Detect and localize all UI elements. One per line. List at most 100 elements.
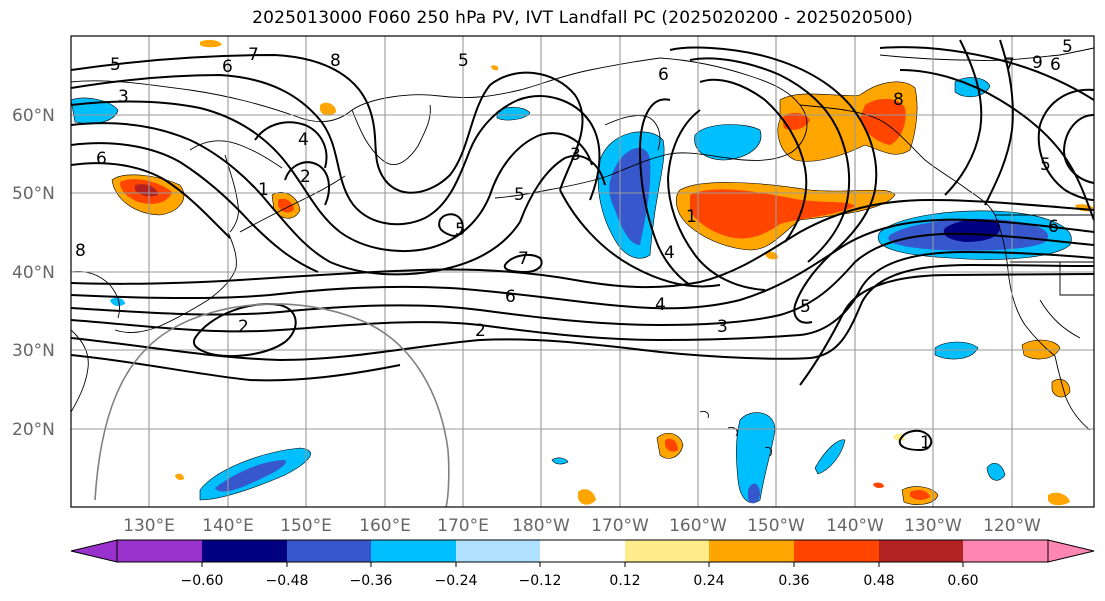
pv-contours	[71, 39, 1094, 452]
lon-label: 130°E	[123, 516, 175, 536]
pv-contour	[71, 100, 491, 253]
pv-contour	[1062, 114, 1094, 184]
neg-anomaly-hawaii-core	[748, 483, 760, 504]
pos-anomaly-hawaii-w-core	[665, 438, 678, 452]
pv-contour	[984, 39, 1014, 206]
contour-label: 5	[458, 51, 469, 71]
colorbar-swatch	[117, 540, 202, 562]
lat-label-20n: 20°N	[12, 420, 55, 440]
coast-siberia	[71, 57, 661, 123]
pv-contour	[699, 78, 808, 243]
pv-contour	[71, 263, 1094, 362]
range-circle	[94, 303, 450, 507]
colorbar-swatch	[879, 540, 963, 562]
neg-anomaly-alaska	[694, 124, 762, 161]
colorbar-swatch	[625, 540, 709, 562]
lon-label: 170°E	[437, 516, 489, 536]
pv-contour	[799, 273, 1094, 386]
colorbar-tick-label: 0.60	[947, 573, 978, 589]
pos-anomaly-kamchatka	[320, 102, 336, 116]
pv-contour	[638, 98, 691, 286]
contour-label: 4	[664, 243, 675, 263]
pos-anomaly-kuril-core	[278, 198, 294, 213]
colorbar-tick-label: 0.12	[609, 573, 640, 589]
contour-label: 6	[1048, 217, 1059, 237]
pv-contour	[71, 162, 231, 239]
contour-label: 7	[518, 249, 529, 269]
colorbar-swatch	[371, 540, 456, 562]
contour-label: 7	[1004, 55, 1015, 75]
coast-kurils	[239, 175, 346, 233]
colorbar-tick-label: −0.48	[266, 573, 309, 589]
contour-label: 4	[655, 295, 666, 315]
pv-contour	[669, 46, 878, 324]
pv-contour	[899, 69, 1094, 221]
neg-anomaly-bering	[496, 106, 531, 121]
pos-anomaly-mexico-2	[1051, 379, 1071, 398]
lat-label-30n: 30°N	[12, 341, 55, 361]
pos-anomaly-small-7	[1097, 214, 1102, 218]
neg-anomaly-wp-small	[551, 457, 569, 465]
neg-anomaly-ep-2	[986, 462, 1006, 481]
coast-us-border-3	[1059, 262, 1094, 296]
coast-us-border-4	[1039, 299, 1081, 339]
shaded-anomaly-layer	[71, 39, 1102, 506]
coast-bc	[799, 104, 996, 216]
pos-anomaly-small-6	[491, 65, 499, 71]
pos-anomaly-wp-1	[578, 489, 596, 505]
contour-label: 2	[238, 317, 249, 337]
colorbar-swatch	[794, 540, 879, 562]
contour-label: 6	[658, 65, 669, 85]
pos-anomaly-small-1	[765, 251, 778, 260]
pos-anomaly-bc-west	[782, 112, 810, 130]
pv-contour	[71, 354, 401, 382]
pv-contour	[71, 198, 1094, 289]
coast-japan	[114, 231, 237, 333]
colorbar-frame	[116, 539, 1049, 563]
neg-anomaly-japan-south-core	[215, 460, 286, 492]
contour-label: 4	[298, 130, 309, 150]
pv-contour	[284, 161, 331, 206]
lon-label: 160°W	[669, 516, 727, 536]
pv-contour	[71, 232, 1094, 327]
contour-label: 8	[893, 90, 904, 110]
gridlines	[71, 36, 1094, 507]
pv-contour	[438, 213, 464, 237]
colorbar-swatch	[456, 540, 540, 562]
longitude-labels: 130°E 140°E 150°E 160°E 170°E 180°W 170°…	[123, 516, 1041, 536]
lon-label: 140°W	[826, 516, 884, 536]
colorbar-tick-label: −0.12	[519, 573, 562, 589]
pv-contour	[469, 95, 601, 201]
pv-contour	[71, 142, 319, 273]
lon-label: 120°W	[983, 516, 1041, 536]
pv-contour	[503, 253, 543, 274]
lon-label: 140°E	[202, 516, 254, 536]
pv-contour	[879, 46, 1094, 101]
contour-label: 3	[570, 145, 581, 165]
contour-label: 2	[475, 321, 486, 341]
colorbar-swatch	[540, 540, 625, 562]
colorbar-tick-label: −0.24	[435, 573, 478, 589]
colorbar-tick-label: −0.60	[181, 573, 224, 589]
coast-uswest	[994, 214, 1056, 357]
pv-contour	[71, 73, 471, 226]
coast-okhotsk	[189, 140, 283, 169]
pv-contour	[71, 218, 1094, 310]
contour-label: 5	[514, 185, 525, 205]
map-frame	[70, 35, 1095, 508]
contour-label: 1	[686, 207, 697, 227]
contour-label: 9	[1032, 53, 1043, 73]
lat-label-50n: 50°N	[12, 184, 55, 204]
contour-label: 5	[1062, 37, 1073, 57]
pv-contour	[254, 121, 328, 169]
contour-labels: 5 7 8 6 5 3 6 4 2 1 5 3 5 6 4 2 1 8 2 5 …	[75, 37, 1073, 453]
colorbar-swatch	[287, 540, 371, 562]
contour-label: 3	[717, 317, 728, 337]
contour-label: 6	[96, 149, 107, 169]
pv-contour	[944, 39, 983, 196]
lon-label: 170°W	[591, 516, 649, 536]
pv-contour	[489, 132, 593, 196]
lat-label-40n: 40°N	[12, 263, 55, 283]
neg-anomaly-hawaii	[736, 412, 776, 503]
pv-contour	[1037, 88, 1094, 201]
